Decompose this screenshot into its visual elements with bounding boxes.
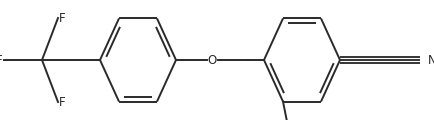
Text: F: F	[59, 96, 66, 108]
Text: F: F	[0, 54, 3, 66]
Text: O: O	[207, 54, 216, 66]
Text: N: N	[427, 54, 434, 66]
Text: F: F	[59, 12, 66, 24]
